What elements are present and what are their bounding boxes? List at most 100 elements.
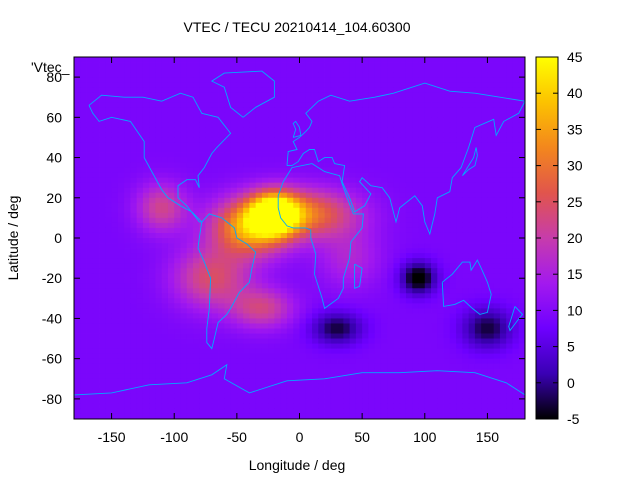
heatmap-cell — [355, 253, 363, 259]
heatmap-cell — [305, 72, 313, 78]
heatmap-cell — [155, 263, 163, 269]
heatmap-cell — [286, 243, 294, 249]
heatmap-cell — [355, 333, 363, 339]
heatmap-cell — [180, 243, 188, 249]
heatmap-cell — [305, 243, 313, 249]
heatmap-cell — [130, 313, 138, 319]
heatmap-cell — [393, 222, 401, 229]
heatmap-cell — [149, 338, 156, 344]
heatmap-cell — [218, 363, 225, 370]
heatmap-cell — [136, 157, 144, 163]
heatmap-cell — [412, 72, 419, 78]
heatmap-cell — [449, 227, 457, 234]
heatmap-cell — [155, 278, 163, 284]
heatmap-cell — [318, 202, 325, 209]
heatmap-cell — [130, 393, 138, 400]
heatmap-cell — [374, 57, 382, 63]
heatmap-cell — [474, 177, 482, 184]
heatmap-cell — [149, 117, 156, 123]
heatmap-cell — [418, 268, 426, 274]
heatmap-cell — [193, 72, 200, 78]
heatmap-cell — [211, 308, 219, 314]
heatmap-cell — [80, 92, 87, 98]
heatmap-cell — [268, 152, 275, 158]
heatmap-cell — [380, 82, 388, 88]
heatmap-cell — [180, 87, 188, 93]
heatmap-cell — [280, 182, 288, 189]
heatmap-cell — [80, 202, 87, 209]
heatmap-cell — [186, 152, 194, 158]
heatmap-cell — [412, 293, 419, 299]
heatmap-cell — [405, 393, 413, 400]
heatmap-cell — [456, 398, 463, 405]
heatmap-cell — [280, 112, 288, 118]
heatmap-cell — [155, 57, 163, 63]
heatmap-cell — [412, 283, 419, 289]
heatmap-cell — [380, 333, 388, 339]
heatmap-cell — [305, 398, 313, 405]
heatmap-cell — [456, 202, 463, 209]
heatmap-cell — [193, 288, 200, 294]
heatmap-cell — [368, 333, 376, 339]
heatmap-cell — [161, 227, 169, 234]
heatmap-cell — [468, 207, 476, 214]
heatmap-cell — [230, 368, 238, 375]
heatmap-cell — [86, 298, 94, 304]
heatmap-cell — [506, 368, 513, 375]
heatmap-cell — [418, 243, 426, 249]
heatmap-cell — [136, 278, 144, 284]
heatmap-cell — [418, 182, 426, 189]
heatmap-cell — [387, 137, 394, 143]
heatmap-cell — [506, 338, 513, 344]
heatmap-cell — [337, 383, 344, 390]
heatmap-cell — [268, 127, 275, 133]
heatmap-cell — [318, 172, 325, 179]
heatmap-cell — [312, 217, 319, 224]
heatmap-cell — [374, 283, 382, 289]
heatmap-cell — [74, 192, 81, 199]
heatmap-cell — [205, 363, 213, 370]
heatmap-cell — [374, 308, 382, 314]
heatmap-cell — [493, 278, 501, 284]
heatmap-cell — [155, 273, 163, 279]
heatmap-cell — [105, 263, 112, 269]
heatmap-cell — [405, 333, 413, 339]
heatmap-cell — [518, 157, 526, 163]
heatmap-cell — [487, 132, 495, 138]
heatmap-cell — [493, 373, 501, 380]
heatmap-cell — [255, 308, 263, 314]
heatmap-cell — [355, 107, 363, 113]
heatmap-cell — [92, 147, 100, 153]
heatmap-cell — [431, 112, 438, 118]
heatmap-cell — [80, 283, 87, 289]
heatmap-cell — [481, 222, 488, 229]
heatmap-cell — [193, 368, 200, 375]
heatmap-cell — [218, 202, 225, 209]
heatmap-cell — [174, 222, 181, 229]
heatmap-cell — [218, 207, 225, 214]
heatmap-cell — [186, 273, 194, 279]
heatmap-cell — [174, 77, 181, 83]
heatmap-cell — [387, 122, 394, 128]
heatmap-cell — [193, 67, 200, 73]
heatmap-cell — [236, 293, 244, 299]
heatmap-cell — [487, 147, 495, 153]
heatmap-cell — [211, 162, 219, 169]
heatmap-cell — [380, 298, 388, 304]
heatmap-cell — [105, 368, 112, 375]
heatmap-cell — [243, 343, 250, 350]
heatmap-cell — [224, 122, 231, 128]
heatmap-cell — [518, 383, 526, 390]
heatmap-cell — [205, 202, 213, 209]
heatmap-cell — [493, 253, 501, 259]
heatmap-cell — [337, 243, 344, 249]
heatmap-cell — [418, 232, 426, 239]
heatmap-cell — [111, 62, 119, 68]
heatmap-cell — [443, 323, 451, 329]
heatmap-cell — [286, 383, 294, 390]
heatmap-cell — [299, 363, 307, 370]
heatmap-cell — [312, 283, 319, 289]
heatmap-cell — [337, 248, 344, 254]
heatmap-cell — [343, 57, 351, 63]
heatmap-cell — [337, 222, 344, 229]
